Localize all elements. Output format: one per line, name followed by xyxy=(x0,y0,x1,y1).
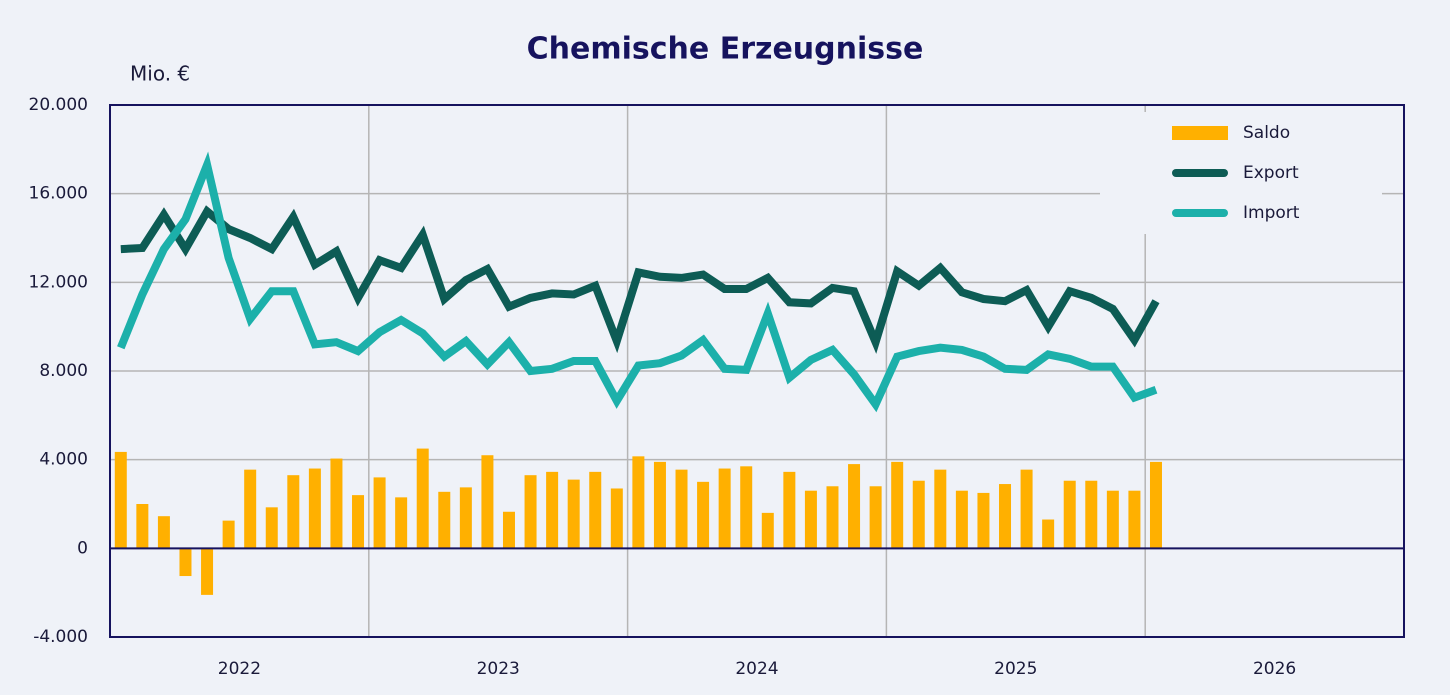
legend-box xyxy=(1100,112,1382,234)
bar xyxy=(761,512,774,549)
x-tick-label: 2023 xyxy=(477,659,520,679)
x-tick-label: 2026 xyxy=(1253,659,1296,679)
plot-frame xyxy=(109,104,1405,638)
bar xyxy=(1085,480,1098,549)
bar xyxy=(740,466,753,549)
bar xyxy=(179,548,192,577)
legend-label: Import xyxy=(1243,203,1300,223)
bar xyxy=(114,451,127,549)
bar xyxy=(136,504,149,549)
bar xyxy=(977,492,990,549)
bar xyxy=(502,511,515,549)
bar xyxy=(610,488,623,549)
bar xyxy=(912,480,925,549)
bar xyxy=(783,471,796,549)
bar xyxy=(1106,490,1119,549)
line-series xyxy=(120,205,1160,354)
bar xyxy=(1042,519,1055,549)
bar xyxy=(352,495,365,549)
bar xyxy=(1063,480,1076,549)
bar xyxy=(459,487,472,549)
bar xyxy=(287,475,300,549)
bar xyxy=(697,481,710,549)
bar xyxy=(999,484,1012,549)
bar xyxy=(524,475,537,549)
bar xyxy=(395,497,408,549)
bar xyxy=(1128,490,1141,549)
bar xyxy=(869,486,882,549)
line-series xyxy=(117,151,1158,413)
bar xyxy=(567,479,580,549)
bar xyxy=(934,469,947,549)
bar xyxy=(891,461,904,549)
legend-label: Saldo xyxy=(1243,123,1290,143)
bar xyxy=(244,469,257,549)
bar xyxy=(1149,461,1162,549)
y-axis-label: Mio. € xyxy=(130,62,190,86)
y-tick-label: -4.000 xyxy=(33,627,88,647)
bar xyxy=(804,490,817,549)
chart-title: Chemische Erzeugnisse xyxy=(527,32,924,67)
y-tick-label: 8.000 xyxy=(39,361,88,381)
bar xyxy=(373,477,386,549)
bar xyxy=(416,448,429,549)
legend-swatch xyxy=(1172,126,1228,140)
bar xyxy=(826,486,839,549)
bar xyxy=(848,464,861,549)
bar xyxy=(653,461,666,549)
bar xyxy=(955,490,968,549)
bar xyxy=(222,520,235,549)
legend-label: Export xyxy=(1243,163,1299,183)
bar xyxy=(265,507,278,549)
bar xyxy=(438,491,451,549)
bar xyxy=(157,516,170,549)
y-tick-label: 0 xyxy=(77,538,88,558)
bar xyxy=(718,468,731,549)
bar xyxy=(330,458,343,549)
y-tick-label: 20.000 xyxy=(29,95,88,115)
bar xyxy=(675,469,688,549)
x-tick-label: 2022 xyxy=(218,659,261,679)
y-tick-label: 12.000 xyxy=(29,272,88,292)
bar xyxy=(308,468,321,549)
x-tick-label: 2025 xyxy=(994,659,1037,679)
bar xyxy=(1020,469,1033,549)
bar xyxy=(589,471,602,549)
bar xyxy=(546,471,559,549)
bar xyxy=(201,548,214,595)
bar xyxy=(481,455,494,549)
x-tick-label: 2024 xyxy=(735,659,778,679)
bar xyxy=(632,456,645,549)
y-tick-label: 4.000 xyxy=(39,450,88,470)
y-tick-label: 16.000 xyxy=(29,184,88,204)
